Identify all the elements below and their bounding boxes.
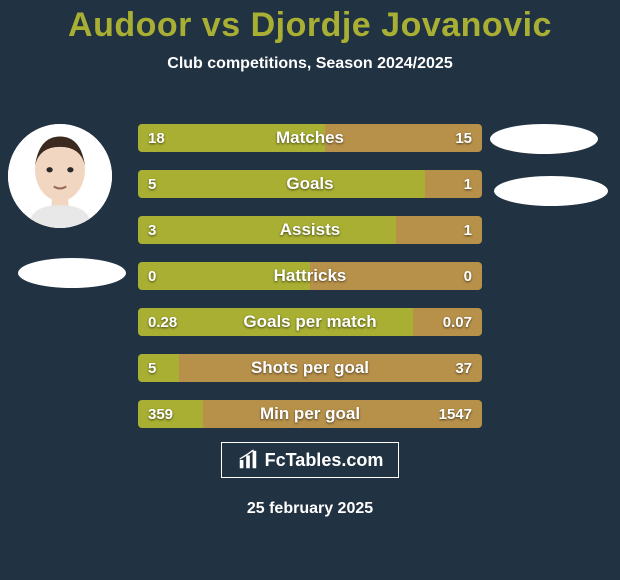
bar-left-fill bbox=[138, 262, 310, 290]
bar-track bbox=[138, 170, 482, 198]
bar-left-fill bbox=[138, 308, 413, 336]
bar-right-fill bbox=[396, 216, 482, 244]
bar-row: Shots per goal537 bbox=[138, 354, 482, 382]
placeholder-oval-0 bbox=[18, 258, 126, 288]
brand-logo-icon bbox=[237, 449, 259, 471]
bar-row: Goals per match0.280.07 bbox=[138, 308, 482, 336]
subtitle: Club competitions, Season 2024/2025 bbox=[0, 55, 620, 73]
bar-row: Matches1815 bbox=[138, 124, 482, 152]
placeholder-oval-2 bbox=[494, 176, 608, 206]
bar-track bbox=[138, 354, 482, 382]
bar-right-fill bbox=[325, 124, 482, 152]
bar-row: Goals51 bbox=[138, 170, 482, 198]
brand-text: FcTables.com bbox=[265, 450, 384, 471]
bar-row: Hattricks00 bbox=[138, 262, 482, 290]
bar-right-fill bbox=[310, 262, 482, 290]
bar-left-fill bbox=[138, 170, 425, 198]
avatar-face-icon bbox=[8, 124, 112, 228]
bar-left-fill bbox=[138, 216, 396, 244]
bar-left-fill bbox=[138, 400, 203, 428]
bar-track bbox=[138, 262, 482, 290]
brand-box: FcTables.com bbox=[221, 442, 399, 478]
date-label: 25 february 2025 bbox=[0, 500, 620, 518]
bar-right-fill bbox=[203, 400, 482, 428]
bar-track bbox=[138, 308, 482, 336]
bar-right-fill bbox=[425, 170, 482, 198]
bar-right-fill bbox=[413, 308, 482, 336]
player-left-avatar bbox=[8, 124, 112, 228]
bar-row: Min per goal3591547 bbox=[138, 400, 482, 428]
bar-track bbox=[138, 216, 482, 244]
bar-track bbox=[138, 400, 482, 428]
bar-row: Assists31 bbox=[138, 216, 482, 244]
placeholder-oval-1 bbox=[490, 124, 598, 154]
bar-left-fill bbox=[138, 124, 325, 152]
bar-left-fill bbox=[138, 354, 179, 382]
bar-track bbox=[138, 124, 482, 152]
page-title: Audoor vs Djordje Jovanovic bbox=[0, 0, 620, 45]
bar-right-fill bbox=[179, 354, 482, 382]
comparison-bars: Matches1815 Goals51 Assists31 Hattricks00 Go… bbox=[138, 124, 482, 428]
